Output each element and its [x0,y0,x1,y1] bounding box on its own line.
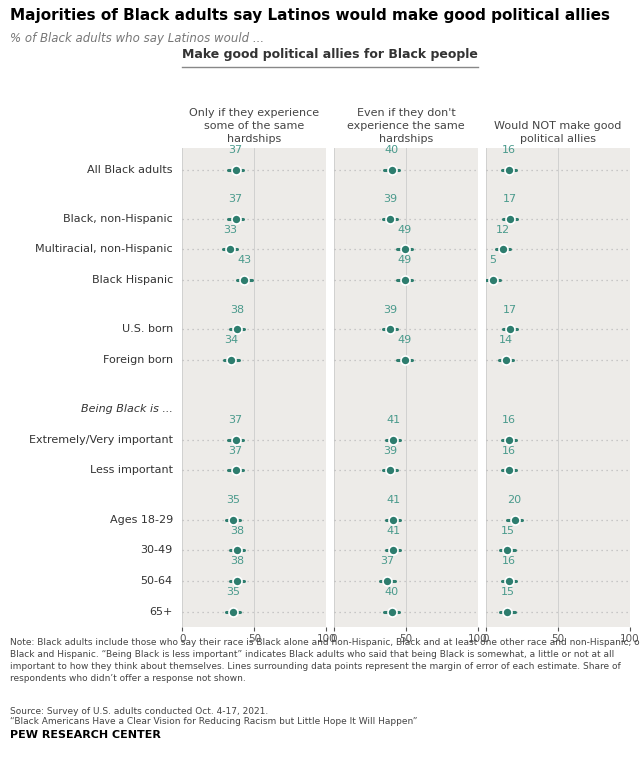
Text: 50-64: 50-64 [141,576,173,586]
Text: Being Black is ...: Being Black is ... [81,404,173,414]
Text: 37: 37 [228,415,243,425]
Text: 49: 49 [397,255,412,265]
Text: 39: 39 [383,194,397,204]
Text: Black, non-Hispanic: Black, non-Hispanic [63,214,173,223]
Text: 16: 16 [502,445,516,456]
Text: Note: Black adults include those who say their race is Black alone and non-Hispa: Note: Black adults include those who say… [10,638,640,682]
Text: 39: 39 [383,305,397,315]
Text: 33: 33 [223,225,237,235]
Text: 65+: 65+ [149,606,173,616]
Text: 12: 12 [496,225,510,235]
Text: 37: 37 [228,445,243,456]
Text: Majorities of Black adults say Latinos would make good political allies: Majorities of Black adults say Latinos w… [10,8,610,23]
Text: “Black Americans Have a Clear Vision for Reducing Racism but Little Hope It Will: “Black Americans Have a Clear Vision for… [10,717,417,726]
Text: 49: 49 [397,335,412,345]
Text: 41: 41 [386,525,400,536]
Text: 20: 20 [508,495,522,505]
Text: 41: 41 [386,415,400,425]
Text: 37: 37 [228,145,243,155]
Text: 17: 17 [503,305,517,315]
Text: Only if they experience
some of the same
hardships: Only if they experience some of the same… [189,108,319,144]
Text: 43: 43 [237,255,252,265]
Text: Foreign born: Foreign born [102,355,173,365]
Text: 17: 17 [503,194,517,204]
Text: 16: 16 [502,415,516,425]
Text: 15: 15 [500,587,515,597]
Text: 5: 5 [490,255,497,265]
Text: Less important: Less important [90,465,173,476]
Text: 40: 40 [385,145,399,155]
Text: 35: 35 [226,495,240,505]
Text: 39: 39 [383,445,397,456]
Text: 38: 38 [230,525,244,536]
Text: U.S. born: U.S. born [122,325,173,334]
Text: % of Black adults who say Latinos would ...: % of Black adults who say Latinos would … [10,32,264,45]
Text: 16: 16 [502,556,516,566]
Text: 14: 14 [499,335,513,345]
Text: 16: 16 [502,145,516,155]
Text: Make good political allies for Black people: Make good political allies for Black peo… [182,48,478,61]
Text: Ages 18-29: Ages 18-29 [109,515,173,524]
Text: Multiracial, non-Hispanic: Multiracial, non-Hispanic [35,245,173,255]
Text: 34: 34 [224,335,239,345]
Text: All Black adults: All Black adults [87,165,173,175]
Text: Black Hispanic: Black Hispanic [92,275,173,285]
Text: 40: 40 [385,587,399,597]
Text: 35: 35 [226,587,240,597]
Text: Even if they don't
experience the same
hardships: Even if they don't experience the same h… [348,108,465,144]
Text: 37: 37 [380,556,394,566]
Text: 49: 49 [397,225,412,235]
Text: Source: Survey of U.S. adults conducted Oct. 4-17, 2021.: Source: Survey of U.S. adults conducted … [10,707,268,716]
Text: 30-49: 30-49 [141,545,173,556]
Text: Would NOT make good
political allies: Would NOT make good political allies [494,121,621,144]
Text: 41: 41 [386,495,400,505]
Text: 38: 38 [230,556,244,566]
Text: 38: 38 [230,305,244,315]
Text: 37: 37 [228,194,243,204]
Text: Extremely/Very important: Extremely/Very important [29,435,173,445]
Text: PEW RESEARCH CENTER: PEW RESEARCH CENTER [10,730,161,739]
Text: 15: 15 [500,525,515,536]
